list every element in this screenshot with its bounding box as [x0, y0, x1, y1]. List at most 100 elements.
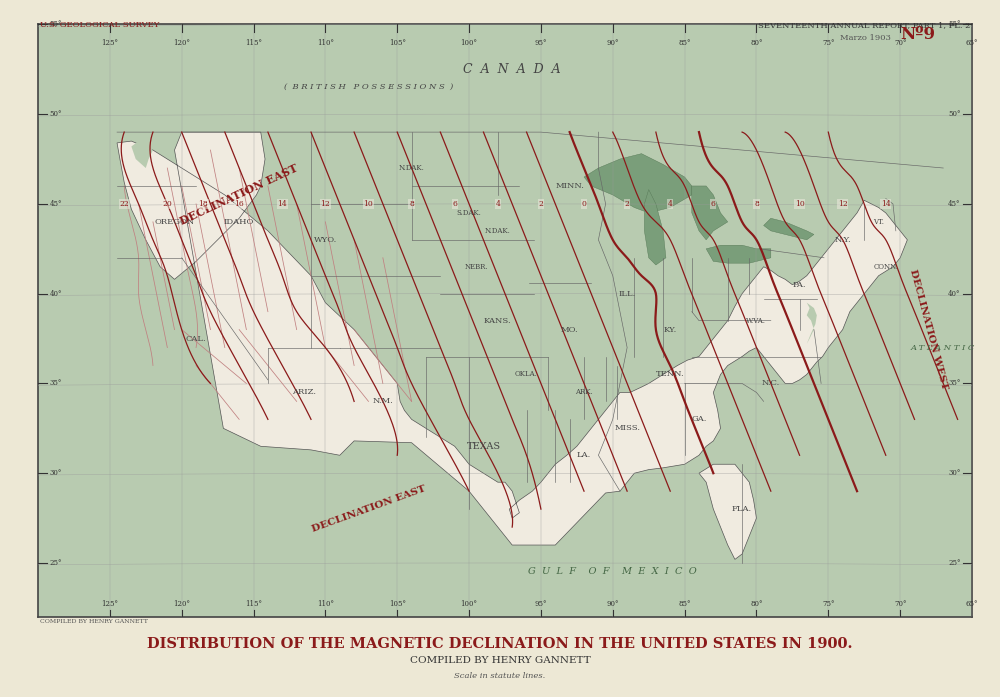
Polygon shape [699, 464, 756, 560]
Text: PA.: PA. [793, 281, 806, 289]
Polygon shape [692, 186, 728, 240]
Text: FLA.: FLA. [732, 505, 752, 513]
Text: TENN.: TENN. [656, 371, 685, 378]
Text: 120°: 120° [173, 600, 190, 608]
Text: 20: 20 [162, 200, 172, 208]
Text: C  A  N  A  D  A: C A N A D A [463, 63, 561, 76]
Text: 45°: 45° [49, 200, 62, 208]
Text: 115°: 115° [245, 39, 262, 47]
Text: KY.: KY. [664, 325, 677, 334]
Text: 50°: 50° [948, 110, 961, 118]
Text: 125°: 125° [101, 600, 118, 608]
Text: 55°: 55° [49, 20, 62, 29]
Text: 35°: 35° [49, 379, 62, 388]
Text: DECLINATION EAST: DECLINATION EAST [310, 484, 427, 534]
Text: IDAHO: IDAHO [224, 218, 254, 226]
Text: 100°: 100° [461, 39, 478, 47]
Text: TEXAS: TEXAS [466, 442, 501, 451]
Text: 80°: 80° [750, 39, 763, 47]
Text: 65°: 65° [966, 39, 978, 47]
Text: 6: 6 [711, 200, 716, 208]
Text: 115°: 115° [245, 600, 262, 608]
Text: OKLA.: OKLA. [515, 371, 538, 378]
Text: 55°: 55° [948, 20, 961, 29]
Polygon shape [584, 153, 692, 213]
Text: G  U  L  F    O  F    M  E  X  I  C  O: G U L F O F M E X I C O [528, 567, 697, 576]
Text: 0: 0 [582, 200, 586, 208]
Text: MISS.: MISS. [614, 424, 640, 432]
Text: 100°: 100° [461, 600, 478, 608]
Text: MINN.: MINN. [555, 182, 584, 190]
Text: 4: 4 [668, 200, 673, 208]
Text: 90°: 90° [607, 600, 619, 608]
Text: 50°: 50° [49, 110, 62, 118]
Polygon shape [764, 218, 814, 240]
Text: 90°: 90° [607, 39, 619, 47]
Text: ARIZ.: ARIZ. [292, 388, 316, 397]
Text: ARK.: ARK. [575, 388, 593, 397]
Text: 110°: 110° [317, 600, 334, 608]
Text: DECLINATION EAST: DECLINATION EAST [179, 163, 300, 227]
Text: DECLINATION WEST: DECLINATION WEST [908, 268, 949, 391]
Text: LA.: LA. [577, 451, 591, 459]
Text: 25°: 25° [948, 559, 961, 567]
Polygon shape [644, 190, 666, 265]
Text: N.C.: N.C. [762, 379, 780, 388]
Text: KANS.: KANS. [484, 316, 512, 325]
Text: S.DAK.: S.DAK. [457, 209, 482, 217]
Text: 2: 2 [538, 200, 543, 208]
Text: 25°: 25° [49, 559, 62, 567]
Text: 18: 18 [198, 200, 208, 208]
Text: 12: 12 [321, 200, 330, 208]
Text: 10: 10 [364, 200, 373, 208]
Polygon shape [807, 302, 817, 344]
Text: DISTRIBUTION OF THE MAGNETIC DECLINATION IN THE UNITED STATES IN 1900.: DISTRIBUTION OF THE MAGNETIC DECLINATION… [147, 637, 853, 651]
Text: 40°: 40° [49, 290, 62, 298]
Polygon shape [706, 245, 771, 263]
Text: VT.: VT. [873, 218, 884, 226]
Text: NEBR.: NEBR. [464, 263, 488, 270]
Text: 70°: 70° [894, 39, 906, 47]
Text: 8: 8 [409, 200, 414, 208]
Text: N.Y.: N.Y. [834, 236, 851, 244]
Text: CONN.: CONN. [873, 263, 898, 270]
Text: 6: 6 [452, 200, 457, 208]
Text: ILL.: ILL. [619, 290, 636, 298]
Text: N.DAK.: N.DAK. [485, 227, 511, 235]
Text: 16: 16 [234, 200, 244, 208]
Text: 35°: 35° [948, 379, 961, 388]
Text: 110°: 110° [317, 39, 334, 47]
Text: 12: 12 [838, 200, 848, 208]
Text: 8: 8 [754, 200, 759, 208]
Text: U.S. GEOLOGICAL SURVEY: U.S. GEOLOGICAL SURVEY [40, 21, 159, 29]
Text: Marzo 1903: Marzo 1903 [840, 34, 891, 43]
Text: 80°: 80° [750, 600, 763, 608]
Text: 2: 2 [625, 200, 630, 208]
Text: 75°: 75° [822, 600, 835, 608]
Text: 14: 14 [881, 200, 891, 208]
Text: 10: 10 [795, 200, 804, 208]
Text: 95°: 95° [535, 600, 547, 608]
Text: Scale in statute lines.: Scale in statute lines. [454, 672, 546, 680]
Text: 125°: 125° [101, 39, 118, 47]
Text: 22: 22 [119, 200, 129, 208]
Text: COMPILED BY HENRY GANNETT: COMPILED BY HENRY GANNETT [410, 656, 590, 664]
Text: MO.: MO. [561, 325, 578, 334]
Text: SEVENTEENTH ANNUAL REPORT, PART 1, PL. 2: SEVENTEENTH ANNUAL REPORT, PART 1, PL. 2 [758, 21, 970, 29]
Polygon shape [117, 132, 907, 545]
Text: 120°: 120° [173, 39, 190, 47]
Text: (  B R I T I S H   P O S S E S S I O N S  ): ( B R I T I S H P O S S E S S I O N S ) [284, 83, 453, 91]
Text: 105°: 105° [389, 600, 406, 608]
Text: A T L A N T I C: A T L A N T I C [911, 344, 975, 351]
Text: 95°: 95° [535, 39, 547, 47]
Text: OREGON: OREGON [154, 218, 195, 226]
Text: 4: 4 [495, 200, 500, 208]
Text: Nº9: Nº9 [900, 26, 935, 43]
Polygon shape [131, 141, 153, 168]
Text: 85°: 85° [678, 600, 691, 608]
Text: 30°: 30° [948, 469, 961, 477]
Text: 65°: 65° [966, 600, 978, 608]
Text: WYO.: WYO. [314, 236, 337, 244]
Text: CAL.: CAL. [186, 335, 206, 342]
Text: 105°: 105° [389, 39, 406, 47]
